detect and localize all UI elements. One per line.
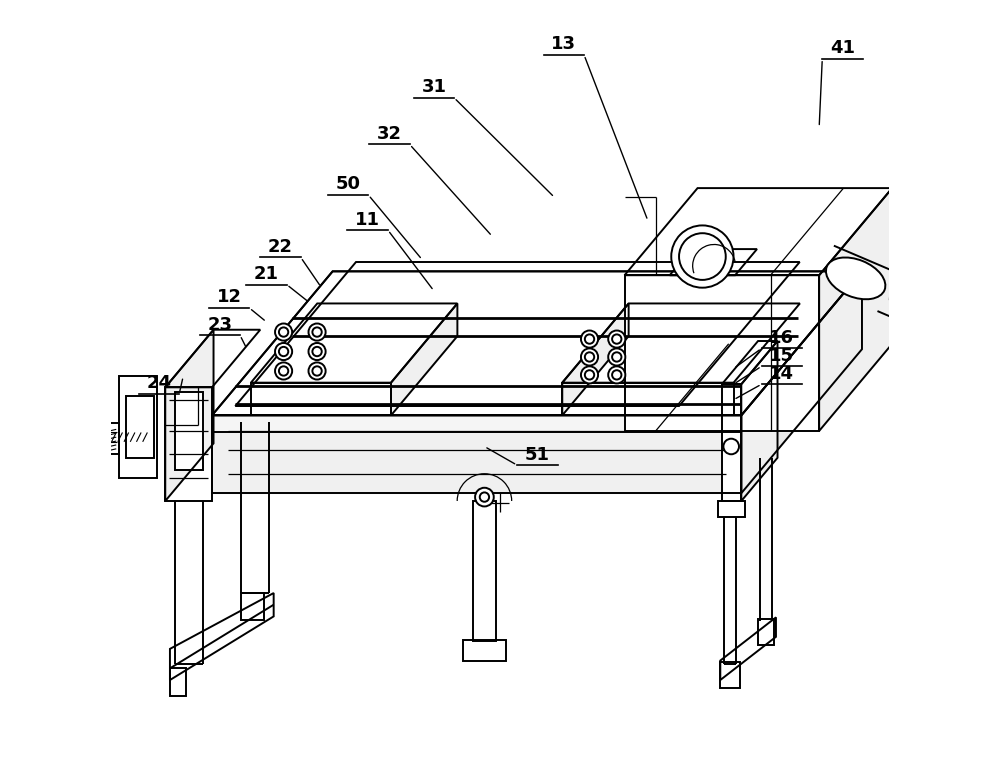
Text: 14: 14 bbox=[769, 365, 794, 383]
Text: 50: 50 bbox=[336, 176, 361, 194]
Circle shape bbox=[723, 439, 739, 454]
Polygon shape bbox=[625, 275, 819, 431]
Polygon shape bbox=[212, 416, 741, 433]
Polygon shape bbox=[105, 423, 119, 454]
Polygon shape bbox=[741, 271, 862, 493]
Polygon shape bbox=[212, 416, 741, 493]
Circle shape bbox=[581, 331, 598, 347]
Polygon shape bbox=[819, 188, 892, 431]
Text: 21: 21 bbox=[254, 265, 279, 283]
Polygon shape bbox=[741, 341, 778, 501]
Circle shape bbox=[46, 408, 105, 466]
Polygon shape bbox=[165, 330, 260, 387]
Polygon shape bbox=[241, 593, 264, 620]
Polygon shape bbox=[391, 303, 457, 416]
Text: 41: 41 bbox=[830, 39, 855, 57]
Text: 12: 12 bbox=[217, 289, 242, 307]
Text: 51: 51 bbox=[525, 445, 550, 463]
Polygon shape bbox=[670, 249, 757, 275]
Polygon shape bbox=[720, 617, 776, 680]
Polygon shape bbox=[212, 271, 862, 416]
Polygon shape bbox=[720, 662, 740, 688]
Circle shape bbox=[671, 226, 734, 288]
Circle shape bbox=[275, 324, 292, 340]
Text: 11: 11 bbox=[355, 211, 380, 228]
Polygon shape bbox=[722, 341, 778, 384]
Polygon shape bbox=[722, 384, 741, 501]
Polygon shape bbox=[473, 501, 496, 641]
Circle shape bbox=[68, 430, 84, 445]
Text: 23: 23 bbox=[207, 316, 232, 334]
Circle shape bbox=[312, 366, 322, 376]
Polygon shape bbox=[718, 501, 745, 517]
Circle shape bbox=[275, 362, 292, 379]
Polygon shape bbox=[463, 640, 506, 661]
Text: 32: 32 bbox=[377, 125, 402, 143]
Polygon shape bbox=[126, 396, 154, 458]
Text: 31: 31 bbox=[421, 78, 446, 96]
Circle shape bbox=[585, 335, 594, 343]
Polygon shape bbox=[165, 387, 212, 501]
Circle shape bbox=[279, 347, 288, 356]
Polygon shape bbox=[758, 619, 774, 644]
Circle shape bbox=[608, 366, 625, 383]
Polygon shape bbox=[562, 383, 734, 416]
Text: 22: 22 bbox=[268, 238, 293, 256]
Circle shape bbox=[612, 335, 621, 343]
Text: 13: 13 bbox=[551, 35, 576, 53]
Text: 15: 15 bbox=[769, 347, 794, 365]
Circle shape bbox=[480, 492, 489, 502]
Circle shape bbox=[581, 366, 598, 383]
Polygon shape bbox=[175, 392, 203, 470]
Circle shape bbox=[612, 352, 621, 361]
Ellipse shape bbox=[890, 285, 949, 326]
Polygon shape bbox=[562, 303, 800, 383]
Circle shape bbox=[312, 347, 322, 356]
Polygon shape bbox=[91, 423, 107, 451]
Circle shape bbox=[279, 328, 288, 337]
Polygon shape bbox=[170, 593, 274, 680]
Circle shape bbox=[275, 343, 292, 360]
Circle shape bbox=[312, 328, 322, 337]
Text: 24: 24 bbox=[147, 374, 172, 392]
Polygon shape bbox=[625, 188, 892, 275]
Circle shape bbox=[475, 488, 494, 506]
Circle shape bbox=[581, 348, 598, 365]
Polygon shape bbox=[562, 303, 629, 416]
Circle shape bbox=[309, 324, 326, 340]
Circle shape bbox=[612, 370, 621, 379]
Circle shape bbox=[309, 343, 326, 360]
Polygon shape bbox=[119, 376, 157, 477]
Polygon shape bbox=[212, 271, 862, 416]
Polygon shape bbox=[170, 668, 186, 695]
Circle shape bbox=[679, 233, 726, 280]
Polygon shape bbox=[165, 330, 214, 501]
Circle shape bbox=[608, 331, 625, 347]
Polygon shape bbox=[251, 383, 391, 416]
Polygon shape bbox=[251, 303, 457, 383]
Polygon shape bbox=[235, 262, 800, 406]
Circle shape bbox=[309, 362, 326, 379]
Circle shape bbox=[585, 352, 594, 361]
Text: 16: 16 bbox=[769, 328, 794, 347]
Circle shape bbox=[608, 348, 625, 365]
Circle shape bbox=[585, 370, 594, 379]
Circle shape bbox=[279, 366, 288, 376]
Ellipse shape bbox=[826, 257, 885, 299]
